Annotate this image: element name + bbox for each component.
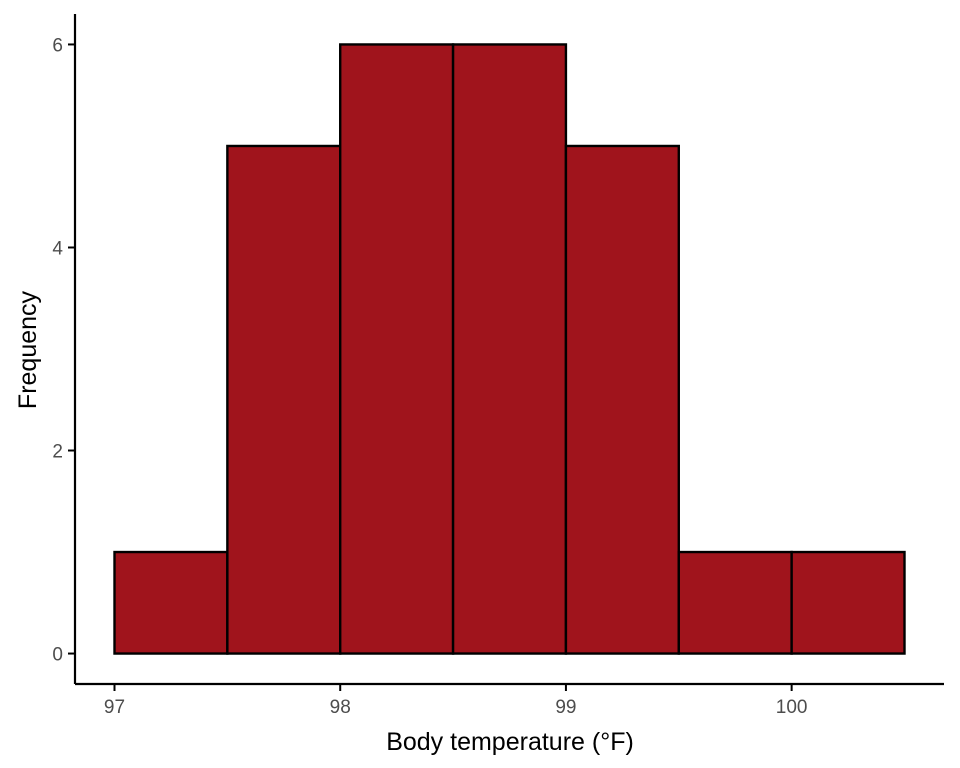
axes-layer: 97 98 99 100 0 2 4 6 — [52, 14, 944, 718]
histogram-bar-7 — [790, 550, 906, 655]
labels-layer: Body temperature (°F) Frequency — [14, 290, 634, 756]
y-tick-label: 4 — [52, 238, 63, 259]
x-axis-title: Body temperature (°F) — [386, 728, 634, 756]
x-tick-label: 99 — [555, 697, 576, 718]
y-axis-title: Frequency — [14, 290, 42, 409]
bars-layer — [113, 43, 906, 655]
x-tick-label: 100 — [776, 697, 808, 718]
histogram-bar-6 — [677, 550, 793, 655]
histogram-bar-4 — [451, 43, 568, 655]
x-tick-label: 97 — [104, 697, 125, 718]
y-tick-label: 0 — [52, 645, 63, 666]
histogram-bar-3 — [339, 43, 455, 655]
histogram-bar-5 — [564, 144, 680, 655]
histogram-bar-1 — [113, 550, 229, 655]
x-tick-label: 98 — [330, 697, 351, 718]
histogram-bar-2 — [226, 144, 342, 655]
y-tick-label: 2 — [52, 442, 63, 463]
y-tick-label: 6 — [52, 35, 63, 56]
